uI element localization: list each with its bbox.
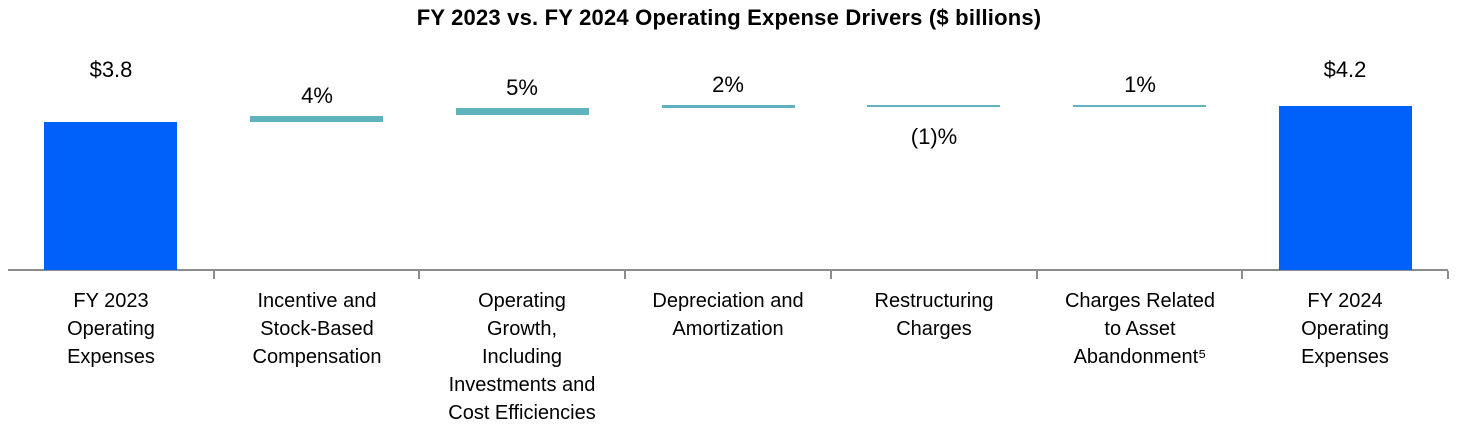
category-label: FY 2023 Operating Expenses (67, 290, 155, 368)
category-label: Charges Related to Asset Abandonment⁵ (1064, 290, 1216, 368)
value-label: 4% (301, 83, 333, 108)
total-bar (44, 122, 177, 270)
delta-segment (662, 105, 795, 108)
category-label: Depreciation and Amortization (652, 290, 804, 340)
delta-segment (250, 116, 383, 122)
category-label: Restructuring Charges (874, 290, 994, 340)
value-label: $3.8 (89, 57, 133, 82)
value-label: (1)% (910, 124, 958, 149)
value-label: $4.2 (1323, 57, 1367, 82)
axis-tick (213, 271, 215, 279)
delta-segment (1073, 105, 1206, 107)
delta-segment (456, 108, 589, 115)
chart-title: FY 2023 vs. FY 2024 Operating Expense Dr… (416, 5, 1042, 30)
axis-tick (1036, 271, 1038, 279)
category-label: Operating Growth, Including Investments … (448, 290, 596, 424)
delta-segment (867, 105, 1000, 107)
category-label: Incentive and Stock-Based Compensation (252, 290, 382, 368)
total-bar (1279, 106, 1412, 270)
category-label: FY 2024 Operating Expenses (1301, 290, 1389, 368)
value-label: 2% (712, 72, 744, 97)
value-label: 5% (506, 75, 538, 100)
value-label: 1% (1124, 72, 1156, 97)
axis-tick (418, 271, 420, 279)
axis-tick (624, 271, 626, 279)
axis-tick (830, 271, 832, 279)
x-axis-line (8, 269, 1448, 271)
axis-tick (1447, 271, 1449, 279)
axis-tick (1241, 271, 1243, 279)
